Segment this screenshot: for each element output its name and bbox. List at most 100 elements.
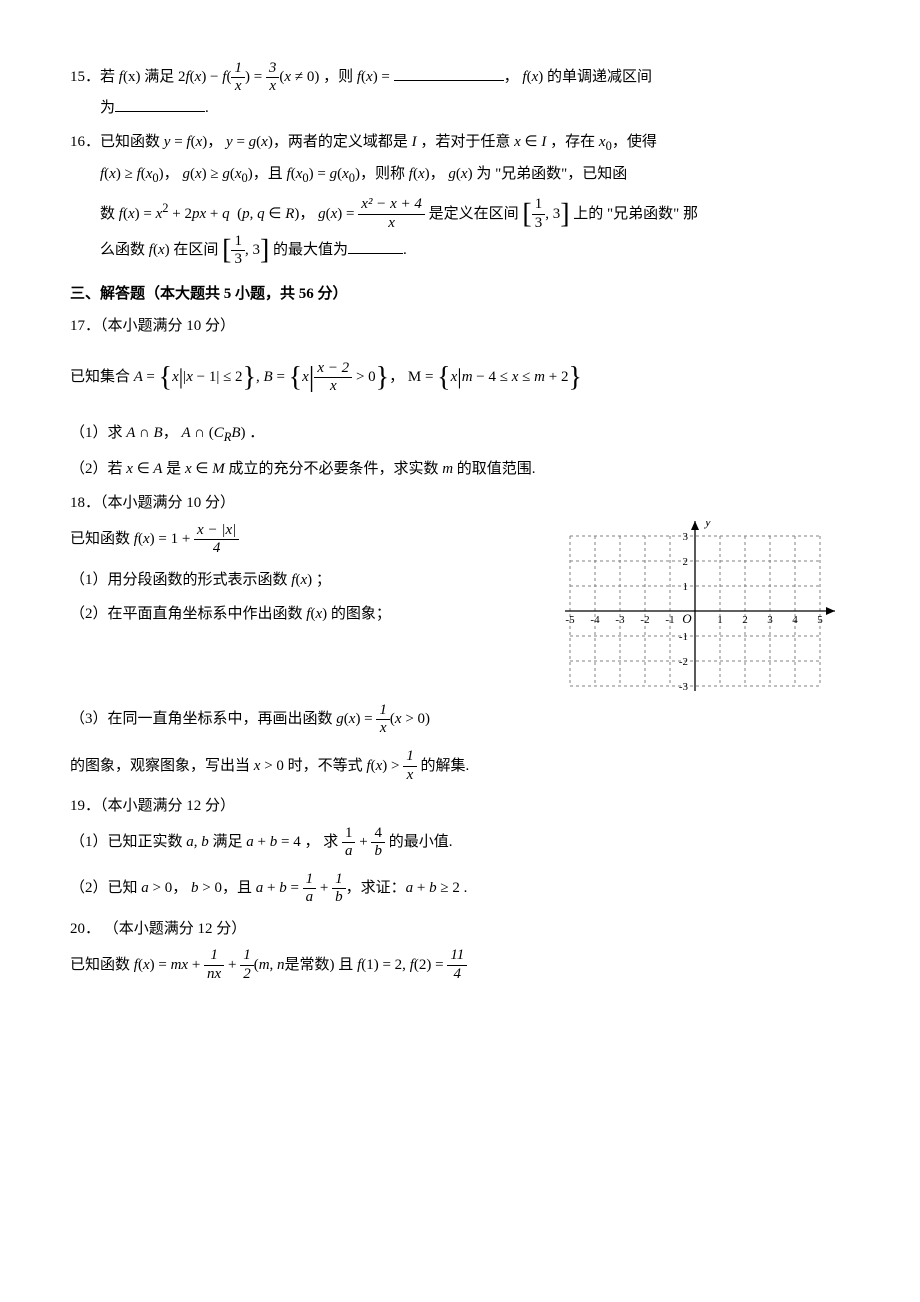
q16-f4t2: 1	[231, 233, 245, 251]
q19-p2: （2）已知 a > 0， b > 0，且 a + b = 1a + 1b，求证：…	[70, 870, 860, 906]
q16-t2: ，	[207, 134, 226, 150]
q16-l4a: 么函数	[100, 242, 149, 258]
q18-p4d: 的解集.	[417, 758, 470, 774]
q19-p2t: （2）已知	[70, 880, 141, 896]
q16-t11: 为 "兄弟函数"，已知函	[473, 166, 628, 182]
question-16: 16．已知函数 y = f(x)， y = g(x)，两者的定义域都是 I ，若…	[70, 130, 860, 269]
q15-num: 15．	[70, 69, 100, 85]
q18-row: 已知函数 f(x) = 1 + x − |x|4 （1）用分段函数的形式表示函数…	[70, 521, 860, 701]
q15-t1: 若	[100, 69, 119, 85]
q15-line2: 为.	[70, 96, 860, 120]
q16-t9: ，则称	[360, 166, 409, 182]
q15-t7: .	[205, 100, 209, 116]
q17-p2d: 成立的充分不必要条件，求实数	[225, 461, 443, 477]
q16-l3d: , 3	[545, 206, 560, 222]
q17-p1d: ．	[246, 425, 265, 441]
q20-f3t: 11	[447, 947, 467, 965]
q19-f1t: 1	[342, 825, 356, 843]
q16-t10: ，	[430, 166, 449, 182]
q19-p1b: 满足	[209, 834, 247, 850]
q15-blank2	[115, 96, 205, 112]
q20-f1t: 1	[204, 947, 224, 965]
q20-l1c: +	[224, 957, 240, 973]
q17-l1d: ， M =	[389, 369, 437, 385]
q15-f2t: 3	[266, 60, 280, 78]
svg-text:2: 2	[683, 556, 689, 568]
q15-f2b: x	[266, 78, 280, 95]
q16-line4: 么函数 f(x) 在区间 [13, 3] 的最大值为.	[70, 232, 860, 268]
q20-f2t: 1	[240, 947, 254, 965]
svg-text:-2: -2	[640, 614, 649, 626]
q18-body: 已知函数 f(x) = 1 + x − |x|4	[70, 521, 540, 557]
q18-p3t: （3）在同一直角坐标系中，再画出函数	[70, 711, 336, 727]
q16-blank	[348, 238, 403, 254]
q20-body: 已知函数 f(x) = mx + 1nx + 12(m, n是常数) 且 f(1…	[70, 947, 860, 983]
q17-p1-t: （1）求	[70, 425, 126, 441]
q18-p2t: （2）在平面直角坐标系中作出函数	[70, 606, 306, 622]
q17-l1a: 已知集合	[70, 369, 134, 385]
q19-p1e: +	[355, 834, 371, 850]
svg-text:3: 3	[683, 531, 689, 543]
q18-p4: 的图象，观察图象，写出当 x > 0 时，不等式 f(x) > 1x 的解集.	[70, 748, 860, 784]
q19-p2b: ，	[172, 880, 191, 896]
q15-fb: (x)	[123, 69, 141, 85]
q19-p1d: ， 求	[301, 834, 342, 850]
coordinate-grid: -5-4-3-2-112345-3-2-1123Oxy	[540, 521, 840, 701]
q16-t3: ，两者的定义域都是	[273, 134, 412, 150]
q19-p2d: ，且	[222, 880, 256, 896]
q16-l4e: 的最大值为	[269, 242, 348, 258]
q16-l3a: 数	[100, 206, 119, 222]
svg-text:-2: -2	[679, 656, 688, 668]
svg-text:3: 3	[767, 614, 773, 626]
q17-p2e: m	[442, 461, 453, 477]
q20-f2b: 2	[240, 966, 254, 983]
q18-p3: （3）在同一直角坐标系中，再画出函数 g(x) = 1x(x > 0)	[70, 701, 860, 737]
q16-t8: ，且	[253, 166, 287, 182]
q17-title: 17．（本小题满分 10 分）	[70, 314, 860, 338]
q16-t12: ，	[299, 206, 318, 222]
svg-text:-3: -3	[615, 614, 625, 626]
q20-title: 20． （本小题满分 12 分）	[70, 917, 860, 941]
q17-p2: （2）若 x ∈ A 是 x ∈ M 成立的充分不必要条件，求实数 m 的取值范…	[70, 457, 860, 481]
svg-text:5: 5	[817, 614, 823, 626]
q15-blank1	[394, 65, 504, 81]
svg-text:y: y	[703, 521, 711, 529]
q19-p1t: （1）已知正实数	[70, 834, 186, 850]
q17-p2-t: （2）若	[70, 461, 126, 477]
q18-p1: （1）用分段函数的形式表示函数 f(x) ；	[70, 568, 540, 592]
svg-text:-1: -1	[679, 631, 688, 643]
q20-l1a: 已知函数	[70, 957, 134, 973]
svg-text:2: 2	[742, 614, 748, 626]
q18-p1b: ；	[312, 572, 331, 588]
svg-text:4: 4	[792, 614, 798, 626]
q19-f3t: 1	[303, 871, 317, 889]
q19-title: 19．（本小题满分 12 分）	[70, 794, 860, 818]
svg-text:-3: -3	[679, 681, 689, 693]
q18-l1a: 已知函数	[70, 531, 134, 547]
q16-l4d: , 3	[245, 242, 260, 258]
svg-text:-5: -5	[565, 614, 575, 626]
q19-p2g: ，求证：	[346, 880, 406, 896]
q17-p1b: ，	[163, 425, 182, 441]
q19-f4t: 1	[332, 871, 346, 889]
q18-p4b: 时，不等式	[284, 758, 367, 774]
q16-num: 16．	[70, 134, 100, 150]
q20-f3b: 4	[447, 966, 467, 983]
q18-p2b: 的图象；	[327, 606, 391, 622]
q19-p1: （1）已知正实数 a, b 满足 a + b = 4 ， 求 1a + 4b 的…	[70, 824, 860, 860]
q16-t4: ，若对于任意	[417, 134, 515, 150]
q15-f1b: x	[231, 78, 245, 95]
q15-t6: 为	[100, 100, 115, 116]
q18-p1t: （1）用分段函数的形式表示函数	[70, 572, 291, 588]
q17-p2f: 的取值范围.	[453, 461, 536, 477]
q16-t1: 已知函数	[100, 134, 164, 150]
q16-f4b2: 3	[231, 251, 245, 268]
q17-body: 已知集合 A = {x||x − 1| ≤ 2}, B = {x|x − 2x …	[70, 344, 860, 411]
q15-t5: 的单调递减区间	[543, 69, 652, 85]
q18-title: 18．（本小题满分 10 分）	[70, 491, 860, 515]
q16-t5: ，存在	[546, 134, 599, 150]
q18-f3t: 1	[376, 702, 390, 720]
q18-f4t: 1	[403, 748, 417, 766]
q15-f1t: 1	[231, 60, 245, 78]
section-3-heading: 三、解答题（本大题共 5 小题，共 56 分）	[70, 282, 860, 306]
